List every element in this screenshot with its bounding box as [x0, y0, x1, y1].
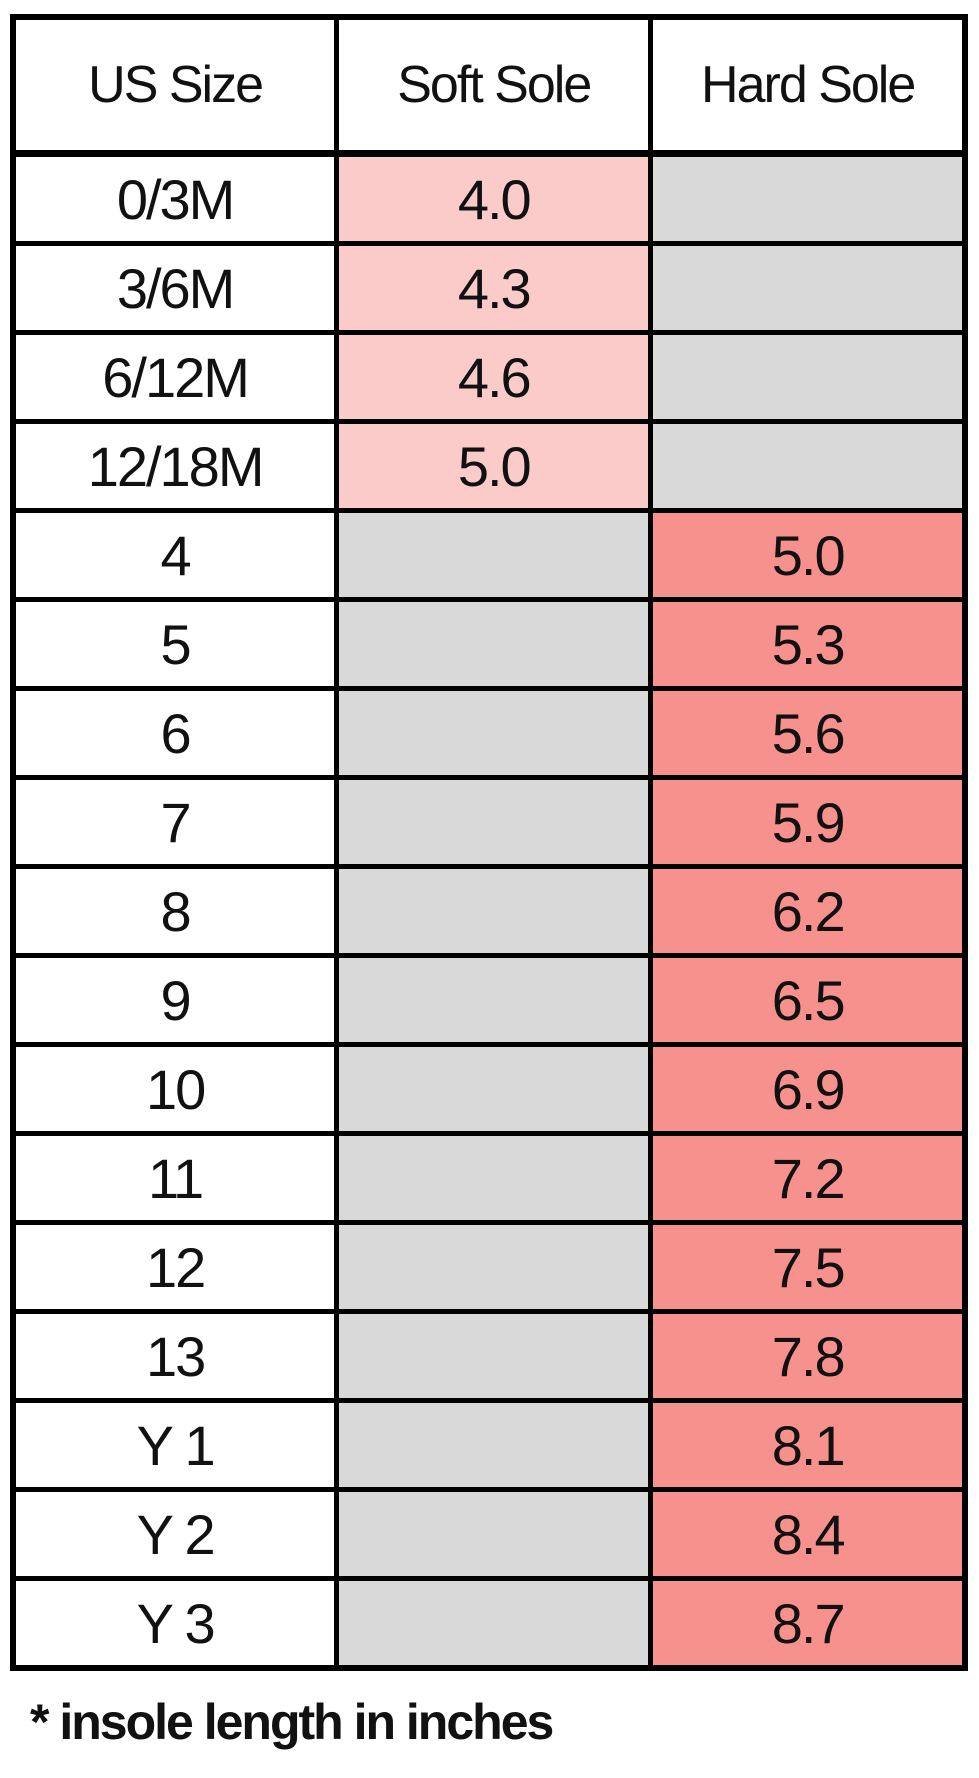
soft-sole-cell — [334, 775, 654, 869]
us-size-cell: 13 — [10, 1309, 340, 1403]
header-hard-sole: Hard Sole — [648, 14, 968, 157]
hard-sole-cell — [648, 241, 968, 335]
table-row: 0/3M 4.0 — [10, 151, 968, 246]
hard-sole-cell: 8.1 — [648, 1398, 968, 1492]
soft-sole-cell — [334, 1220, 654, 1314]
table-row: Y 2 8.4 — [10, 1487, 968, 1581]
us-size-cell: 0/3M — [10, 151, 340, 246]
soft-sole-cell — [334, 953, 654, 1047]
hard-sole-cell: 5.6 — [648, 686, 968, 780]
soft-sole-cell — [334, 1487, 654, 1581]
soft-sole-cell — [334, 686, 654, 780]
table-row: 5 5.3 — [10, 597, 968, 691]
hard-sole-cell: 6.2 — [648, 864, 968, 958]
hard-sole-cell: 6.5 — [648, 953, 968, 1047]
table-row: 3/6M 4.3 — [10, 241, 968, 335]
us-size-cell: 12 — [10, 1220, 340, 1314]
us-size-cell: 5 — [10, 597, 340, 691]
us-size-cell: 7 — [10, 775, 340, 869]
soft-sole-cell: 4.3 — [334, 241, 654, 335]
hard-sole-cell — [648, 330, 968, 424]
table-row: 8 6.2 — [10, 864, 968, 958]
hard-sole-cell: 8.4 — [648, 1487, 968, 1581]
table-row: 13 7.8 — [10, 1309, 968, 1403]
table-row: 7 5.9 — [10, 775, 968, 869]
hard-sole-cell: 5.3 — [648, 597, 968, 691]
table-row: Y 1 8.1 — [10, 1398, 968, 1492]
hard-sole-cell — [648, 419, 968, 513]
us-size-cell: 8 — [10, 864, 340, 958]
hard-sole-cell: 6.9 — [648, 1042, 968, 1136]
soft-sole-cell — [334, 1398, 654, 1492]
hard-sole-cell — [648, 151, 968, 246]
us-size-cell: 6/12M — [10, 330, 340, 424]
table-header-row: US Size Soft Sole Hard Sole — [10, 14, 968, 157]
soft-sole-cell: 5.0 — [334, 419, 654, 513]
us-size-cell: 6 — [10, 686, 340, 780]
hard-sole-cell: 7.8 — [648, 1309, 968, 1403]
soft-sole-cell — [334, 1131, 654, 1225]
size-chart-table: US Size Soft Sole Hard Sole 0/3M 4.0 3/6… — [10, 14, 968, 1671]
table-row: 11 7.2 — [10, 1131, 968, 1225]
us-size-cell: Y 1 — [10, 1398, 340, 1492]
table-row: Y 3 8.7 — [10, 1576, 968, 1671]
shoe-size-chart: US Size Soft Sole Hard Sole 0/3M 4.0 3/6… — [10, 14, 968, 1671]
table-body: 0/3M 4.0 3/6M 4.3 6/12M 4.6 12/18M 5.0 4… — [10, 151, 968, 1671]
soft-sole-cell — [334, 1576, 654, 1671]
hard-sole-cell: 7.2 — [648, 1131, 968, 1225]
hard-sole-cell: 5.0 — [648, 508, 968, 602]
soft-sole-cell — [334, 1042, 654, 1136]
header-us-size: US Size — [10, 14, 340, 157]
us-size-cell: 9 — [10, 953, 340, 1047]
hard-sole-cell: 5.9 — [648, 775, 968, 869]
us-size-cell: 4 — [10, 508, 340, 602]
soft-sole-cell — [334, 508, 654, 602]
us-size-cell: 3/6M — [10, 241, 340, 335]
table-row: 6 5.6 — [10, 686, 968, 780]
table-row: 10 6.9 — [10, 1042, 968, 1136]
us-size-cell: 10 — [10, 1042, 340, 1136]
soft-sole-cell — [334, 1309, 654, 1403]
soft-sole-cell: 4.6 — [334, 330, 654, 424]
hard-sole-cell: 8.7 — [648, 1576, 968, 1671]
soft-sole-cell: 4.0 — [334, 151, 654, 246]
hard-sole-cell: 7.5 — [648, 1220, 968, 1314]
header-soft-sole: Soft Sole — [334, 14, 654, 157]
soft-sole-cell — [334, 597, 654, 691]
table-row: 9 6.5 — [10, 953, 968, 1047]
us-size-cell: Y 3 — [10, 1576, 340, 1671]
table-row: 4 5.0 — [10, 508, 968, 602]
us-size-cell: 12/18M — [10, 419, 340, 513]
table-row: 12/18M 5.0 — [10, 419, 968, 513]
soft-sole-cell — [334, 864, 654, 958]
us-size-cell: 11 — [10, 1131, 340, 1225]
us-size-cell: Y 2 — [10, 1487, 340, 1581]
insole-length-footnote: * insole length in inches — [30, 1694, 554, 1750]
table-row: 6/12M 4.6 — [10, 330, 968, 424]
table-row: 12 7.5 — [10, 1220, 968, 1314]
